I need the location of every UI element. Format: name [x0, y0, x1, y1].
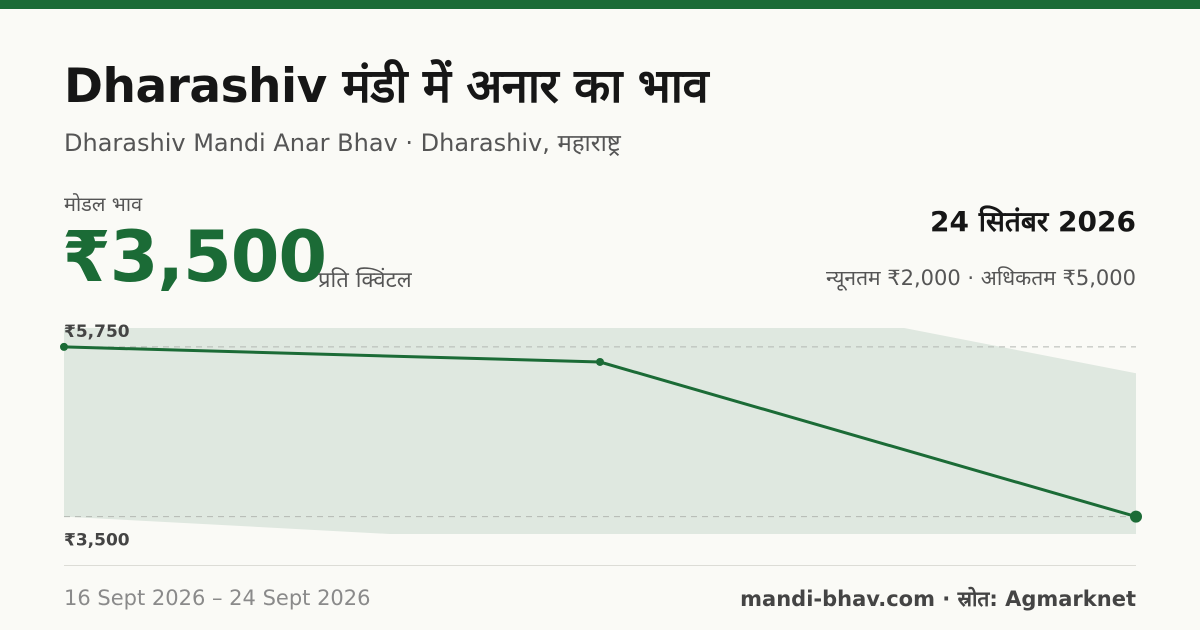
page-subtitle: Dharashiv Mandi Anar Bhav · Dharashiv, म… — [64, 129, 621, 157]
top-accent-bar — [0, 0, 1200, 9]
price-value: ₹3,500 — [62, 216, 327, 298]
source-credit: mandi-bhav.com · स्रोत: Agmarknet — [740, 587, 1136, 611]
price-unit: प्रति क्विंटल — [318, 268, 412, 293]
page-title: Dharashiv मंडी में अनार का भाव — [64, 59, 709, 114]
price-date: 24 सितंबर 2026 — [930, 205, 1136, 238]
footer-divider — [64, 565, 1136, 566]
price-range-band — [64, 328, 1136, 534]
data-point — [596, 357, 604, 366]
y-tick-label: ₹3,500 — [64, 531, 130, 551]
y-tick-label: ₹5,750 — [64, 322, 130, 342]
min-max-price: न्यूनतम ₹2,000 · अधिकतम ₹5,000 — [826, 266, 1136, 290]
data-point — [60, 342, 68, 351]
date-range: 16 Sept 2026 – 24 Sept 2026 — [64, 586, 371, 610]
data-point — [1130, 510, 1142, 523]
price-label: मोडल भाव — [64, 192, 143, 216]
